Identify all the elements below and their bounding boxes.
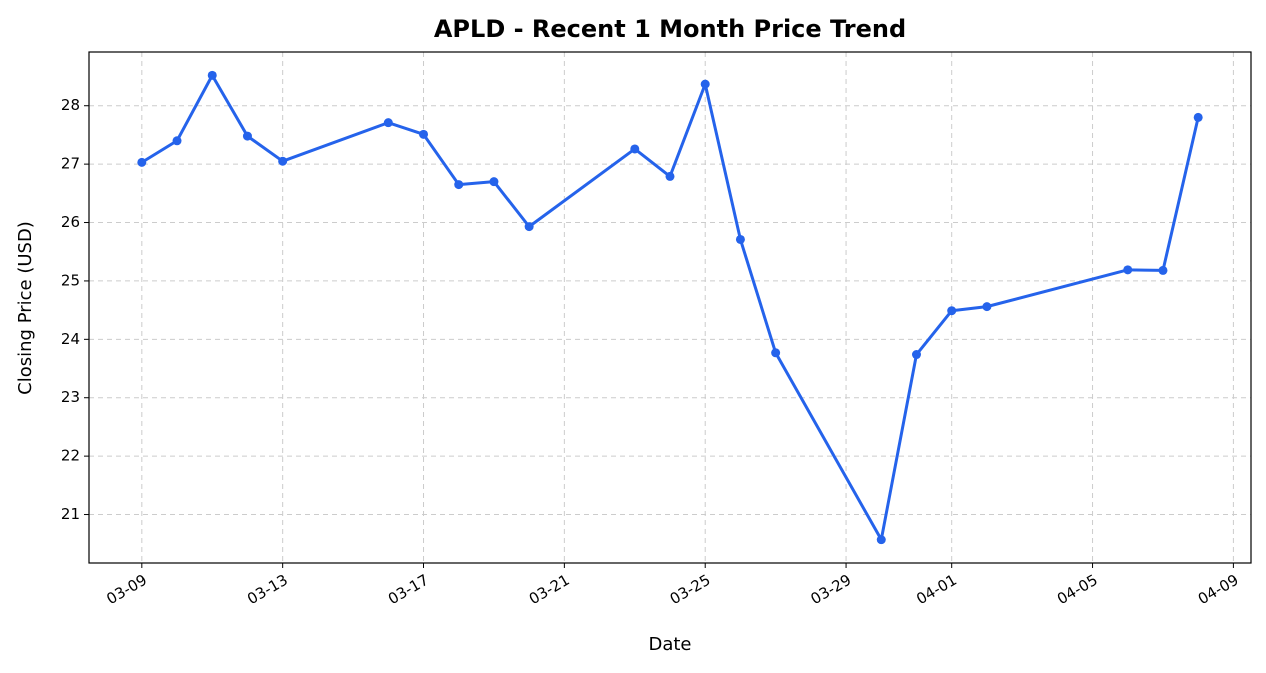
y-tick-label: 21 — [61, 505, 80, 523]
x-axis-label: Date — [648, 634, 691, 655]
x-tick-label: 04-01 — [913, 571, 960, 608]
point — [278, 156, 288, 166]
point — [876, 535, 886, 545]
point — [419, 129, 429, 139]
y-tick-label: 28 — [61, 96, 80, 114]
point — [771, 348, 781, 358]
y-tick-label: 25 — [61, 271, 80, 289]
point — [524, 222, 534, 232]
y-tick-label: 23 — [61, 388, 80, 406]
point — [489, 177, 499, 187]
point — [172, 136, 182, 146]
point — [242, 131, 252, 141]
point — [630, 144, 640, 154]
point — [383, 118, 393, 128]
point — [454, 180, 464, 190]
x-tick-label: 03-25 — [667, 571, 714, 608]
y-tick-label: 24 — [61, 330, 80, 348]
x-tick-label: 03-17 — [385, 571, 432, 608]
x-tick-label: 03-29 — [808, 571, 855, 608]
point — [700, 79, 710, 89]
point — [137, 157, 147, 167]
y-tick-label: 22 — [61, 447, 80, 465]
point — [665, 171, 675, 181]
plot-frame — [88, 51, 1252, 564]
point — [911, 350, 921, 360]
point — [982, 302, 992, 312]
x-tick-label: 03-21 — [526, 571, 573, 608]
price-line — [141, 73, 1200, 542]
point — [735, 234, 745, 244]
point — [1123, 265, 1133, 275]
x-tick-label: 04-05 — [1054, 571, 1101, 608]
x-tick-label: 03-13 — [244, 571, 291, 608]
point — [207, 70, 217, 80]
point — [1193, 112, 1203, 122]
chart-title: APLD - Recent 1 Month Price Trend — [434, 15, 906, 43]
y-tick-label: 26 — [61, 213, 80, 231]
x-tick-label: 03-09 — [103, 571, 150, 608]
point — [1158, 265, 1168, 275]
x-tick-label: 04-09 — [1195, 571, 1242, 608]
y-tick-label: 27 — [61, 155, 80, 173]
point — [947, 306, 957, 316]
y-axis-label: Closing Price (USD) — [15, 221, 36, 395]
